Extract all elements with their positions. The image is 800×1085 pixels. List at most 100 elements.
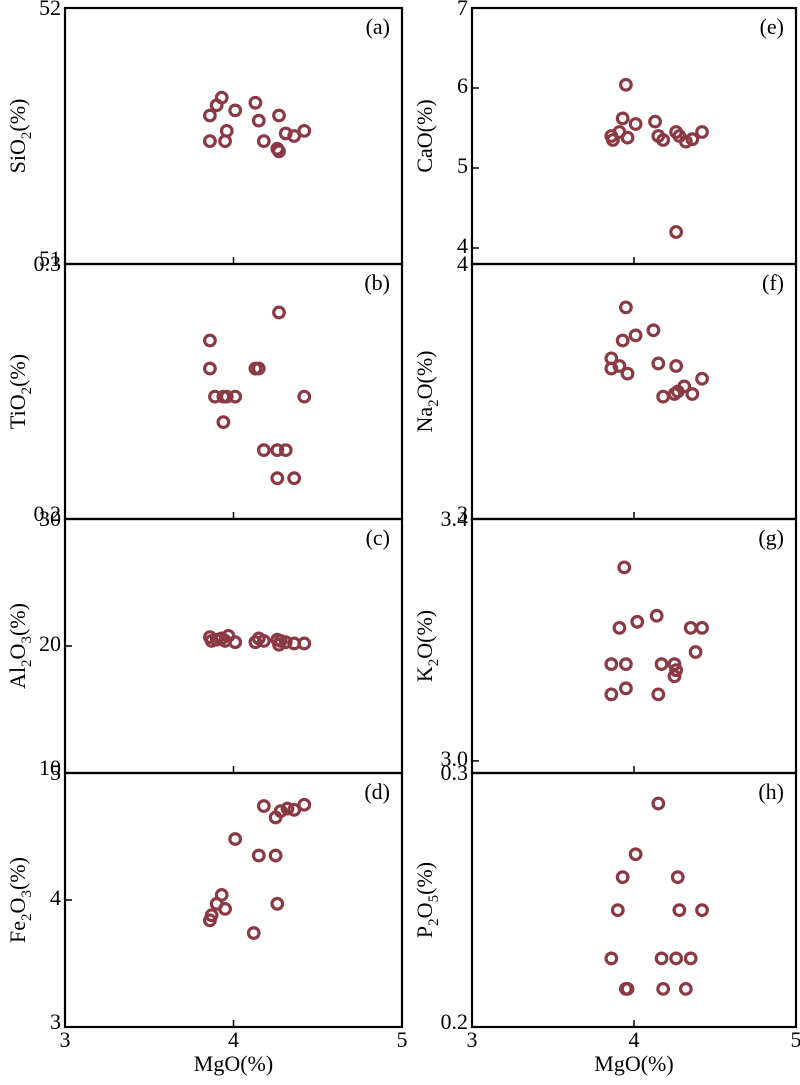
y-tick-label: 7 — [457, 0, 468, 20]
y-tick-label: 0.3 — [34, 251, 62, 276]
data-point — [617, 560, 632, 575]
data-point — [251, 848, 266, 863]
data-point — [619, 77, 633, 92]
data-point — [672, 903, 687, 918]
data-point — [669, 359, 684, 373]
data-point — [654, 657, 669, 672]
y-tick-label: 10 — [39, 755, 61, 780]
y-axis-title: K2O(%) — [412, 610, 442, 682]
data-point — [256, 799, 271, 813]
data-point — [251, 361, 266, 376]
data-point — [669, 225, 684, 239]
data-point — [688, 645, 703, 659]
y-tick-label: 4 — [457, 233, 468, 258]
data-point — [606, 133, 620, 147]
data-point — [612, 620, 627, 635]
data-point — [216, 415, 231, 430]
data-point — [278, 635, 293, 650]
data-point — [628, 117, 643, 131]
data-point — [695, 903, 709, 918]
data-point — [649, 608, 664, 623]
data-point — [297, 123, 312, 138]
panel-f-frame — [470, 262, 798, 521]
data-point — [203, 333, 217, 348]
data-point — [620, 366, 635, 381]
y-tick-label: 51 — [39, 246, 61, 271]
data-point — [273, 804, 288, 818]
y-tick-label: 20 — [39, 631, 61, 656]
data-point — [604, 687, 619, 702]
data-point — [297, 389, 312, 404]
panel-label: (c) — [366, 525, 390, 550]
data-point — [287, 471, 302, 486]
data-point — [656, 982, 671, 996]
panel-a: 52 51 (a) SiO2(%) — [5, 0, 404, 271]
data-point — [619, 657, 633, 672]
data-point — [612, 359, 627, 373]
panel-label: (e) — [760, 14, 784, 39]
data-point — [256, 443, 271, 458]
data-point — [214, 90, 229, 105]
data-point — [256, 634, 271, 648]
panel-c: 30 20 10 (c) Al2O3(%) — [5, 506, 404, 780]
panel-a-frame — [63, 6, 404, 266]
data-point — [630, 614, 645, 629]
x-tick-label: 3 — [467, 1027, 478, 1052]
x-axis-title: MgO(%) — [194, 1051, 273, 1076]
panel-h: 0.3 0.23 4 5 (h) P2O5(%) MgO(%) — [412, 760, 800, 1076]
data-point — [654, 951, 669, 966]
panel-label: (f) — [762, 270, 784, 295]
y-tick-label: 3 — [50, 1009, 61, 1034]
y-tick-label: 3.0 — [441, 746, 469, 771]
data-point — [248, 95, 263, 110]
y-tick-label: 0.2 — [34, 501, 62, 526]
data-point — [651, 796, 666, 811]
x-tick-label: 5 — [397, 1027, 408, 1052]
data-point — [615, 333, 630, 348]
data-point — [619, 681, 633, 696]
panel-e: 7 6 5 4 (e) CaO(%) — [412, 0, 798, 266]
y-tick-label: 0.3 — [441, 760, 469, 785]
data-point — [604, 657, 619, 672]
data-point — [669, 951, 684, 966]
data-point — [297, 636, 312, 651]
data-point — [272, 305, 286, 320]
data-point — [278, 443, 293, 458]
panel-label: (h) — [758, 779, 784, 804]
data-point — [228, 832, 243, 846]
data-point — [251, 113, 266, 128]
data-point — [268, 848, 283, 863]
y-tick-label: 0.2 — [441, 1009, 469, 1034]
data-point — [270, 443, 285, 458]
data-point — [287, 129, 302, 143]
panel-label: (g) — [758, 525, 784, 550]
y-tick-label: 5 — [457, 153, 468, 178]
data-point — [685, 132, 700, 147]
data-point — [219, 389, 234, 404]
y-axis-title: CaO(%) — [412, 99, 437, 172]
data-point — [615, 111, 630, 126]
panel-g: 3.4 3.0 (g) K2O(%) — [412, 506, 798, 775]
panel-g-frame — [470, 517, 798, 775]
panel-b: 0.3 0.2 (b) TiO2(%) — [5, 251, 404, 526]
data-point — [219, 123, 234, 138]
data-point — [620, 130, 635, 145]
data-point — [683, 951, 698, 966]
y-axis-title: P2O5(%) — [412, 862, 442, 938]
data-point — [228, 635, 243, 650]
panel-d: 5 4 33 4 5 (d) Fe2O3(%) MgO(%) — [5, 760, 408, 1076]
y-axis-title: SiO2(%) — [5, 99, 35, 174]
data-point — [256, 134, 271, 149]
panel-d-frame — [63, 771, 404, 1029]
data-point — [228, 389, 243, 404]
panel-label: (d) — [364, 779, 390, 804]
data-point — [214, 888, 229, 902]
y-tick-label: 5 — [50, 760, 61, 785]
y-axis-title: Na2O(%) — [412, 350, 442, 432]
panel-label: (a) — [366, 14, 390, 39]
y-tick-label: 3 — [457, 501, 468, 526]
data-point — [656, 389, 671, 404]
y-tick-label: 4 — [457, 251, 468, 276]
data-point — [297, 797, 312, 812]
